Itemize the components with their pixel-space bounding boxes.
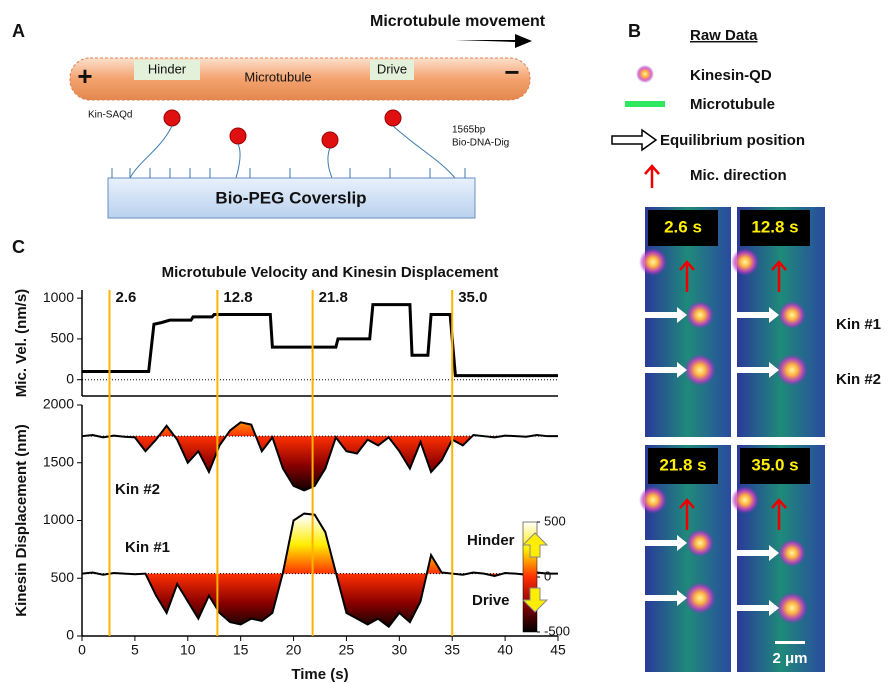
- coverslip-label: Bio-PEG Coverslip: [215, 188, 366, 207]
- scale-bar: [775, 641, 805, 644]
- chart-title: Microtubule Velocity and Kinesin Displac…: [162, 264, 499, 281]
- panel-label: C: [12, 237, 25, 257]
- qd: [684, 354, 716, 386]
- qd: [776, 592, 808, 624]
- panel-a: A Microtubule movement Hinder Drive Micr…: [12, 13, 546, 218]
- y-label: Mic. Vel. (nm/s): [13, 289, 30, 397]
- figure: A Microtubule movement Hinder Drive Micr…: [0, 0, 890, 684]
- qd: [639, 486, 667, 514]
- dna-label: 1565bp: [452, 125, 486, 136]
- x-tick-label: 5: [131, 642, 139, 658]
- area-fill: [82, 514, 558, 627]
- y-tick-label: 0: [66, 370, 74, 386]
- colorbar-label: 500: [544, 513, 566, 528]
- qd: [731, 248, 759, 276]
- frame-label: 2.6 s: [664, 217, 702, 236]
- qd: [686, 529, 714, 557]
- peg: [112, 168, 465, 178]
- colorbar-label: -500: [544, 623, 570, 638]
- y-tick-label: 1000: [43, 511, 74, 527]
- dna: [130, 126, 455, 178]
- movement-label: Microtubule movement: [370, 13, 546, 30]
- annotation: Drive: [472, 592, 510, 609]
- minus: −: [504, 57, 519, 87]
- y-tick-label: 0: [66, 627, 74, 643]
- panel-label: B: [628, 21, 641, 41]
- series-label: Kin #1: [125, 539, 170, 556]
- kin-label: Kin-SAQd: [88, 110, 132, 121]
- qd: [731, 486, 759, 514]
- y-tick-label: 2000: [43, 396, 74, 412]
- qd: [776, 354, 808, 386]
- y-tick-label: 1000: [43, 289, 74, 305]
- y-tick-label: 1500: [43, 453, 74, 469]
- x-tick-label: 15: [233, 642, 249, 658]
- drive-label: Drive: [377, 61, 407, 76]
- x-tick-label: 25: [339, 642, 355, 658]
- scale-label: 2 μm: [772, 650, 807, 667]
- x-tick-label: 35: [444, 642, 460, 658]
- hinder-label: Hinder: [148, 61, 187, 76]
- colorbar-label: 0: [544, 568, 551, 583]
- qd: [686, 301, 714, 329]
- plus: +: [77, 61, 92, 91]
- legend-icon: [612, 130, 656, 150]
- frame-label: 35.0 s: [751, 455, 798, 474]
- frame-label: 21.8 s: [659, 455, 706, 474]
- x-label: Time (s): [291, 666, 348, 683]
- marker-label: 2.6: [116, 289, 137, 306]
- arrow: [455, 34, 532, 48]
- legend-text: Mic. direction: [690, 167, 787, 184]
- x-tick-label: 40: [497, 642, 513, 658]
- qd: [778, 301, 806, 329]
- kinesins: [164, 110, 401, 148]
- x-tick-label: 20: [286, 642, 302, 658]
- legend-text: Microtubule: [690, 96, 775, 113]
- y-label: Kinesin Displacement (nm): [13, 424, 30, 617]
- legend-icon: [636, 65, 654, 83]
- qd: [684, 582, 716, 614]
- x-tick-label: 30: [392, 642, 408, 658]
- y-tick-label: 500: [51, 330, 75, 346]
- frame-label: 12.8 s: [751, 217, 798, 236]
- mt-label: Microtubule: [244, 69, 311, 84]
- series-label: Kin #2: [115, 481, 160, 498]
- qd: [778, 539, 806, 567]
- title: Raw Data: [690, 27, 758, 44]
- panel-b: B Raw Data Kinesin-QD Microtubule Equili…: [612, 21, 881, 672]
- legend-text: Equilibrium position: [660, 132, 805, 149]
- series-line: [82, 305, 558, 376]
- x-tick-label: 0: [78, 642, 86, 658]
- kin-label: Kin #2: [836, 371, 881, 388]
- kin-label: Kin #1: [836, 316, 881, 333]
- qd: [639, 248, 667, 276]
- dna-label: Bio-DNA-Dig: [452, 138, 509, 149]
- x-tick-label: 10: [180, 642, 196, 658]
- legend-icon: [645, 166, 659, 188]
- marker-label: 21.8: [319, 289, 348, 306]
- legend-icon: [625, 101, 665, 107]
- panel-label: A: [12, 21, 25, 41]
- annotation: Hinder: [467, 532, 515, 549]
- marker-label: 12.8: [223, 289, 252, 306]
- x-tick-label: 45: [550, 642, 566, 658]
- marker-label: 35.0: [458, 289, 487, 306]
- y-tick-label: 500: [51, 569, 75, 585]
- legend-text: Kinesin-QD: [690, 67, 772, 84]
